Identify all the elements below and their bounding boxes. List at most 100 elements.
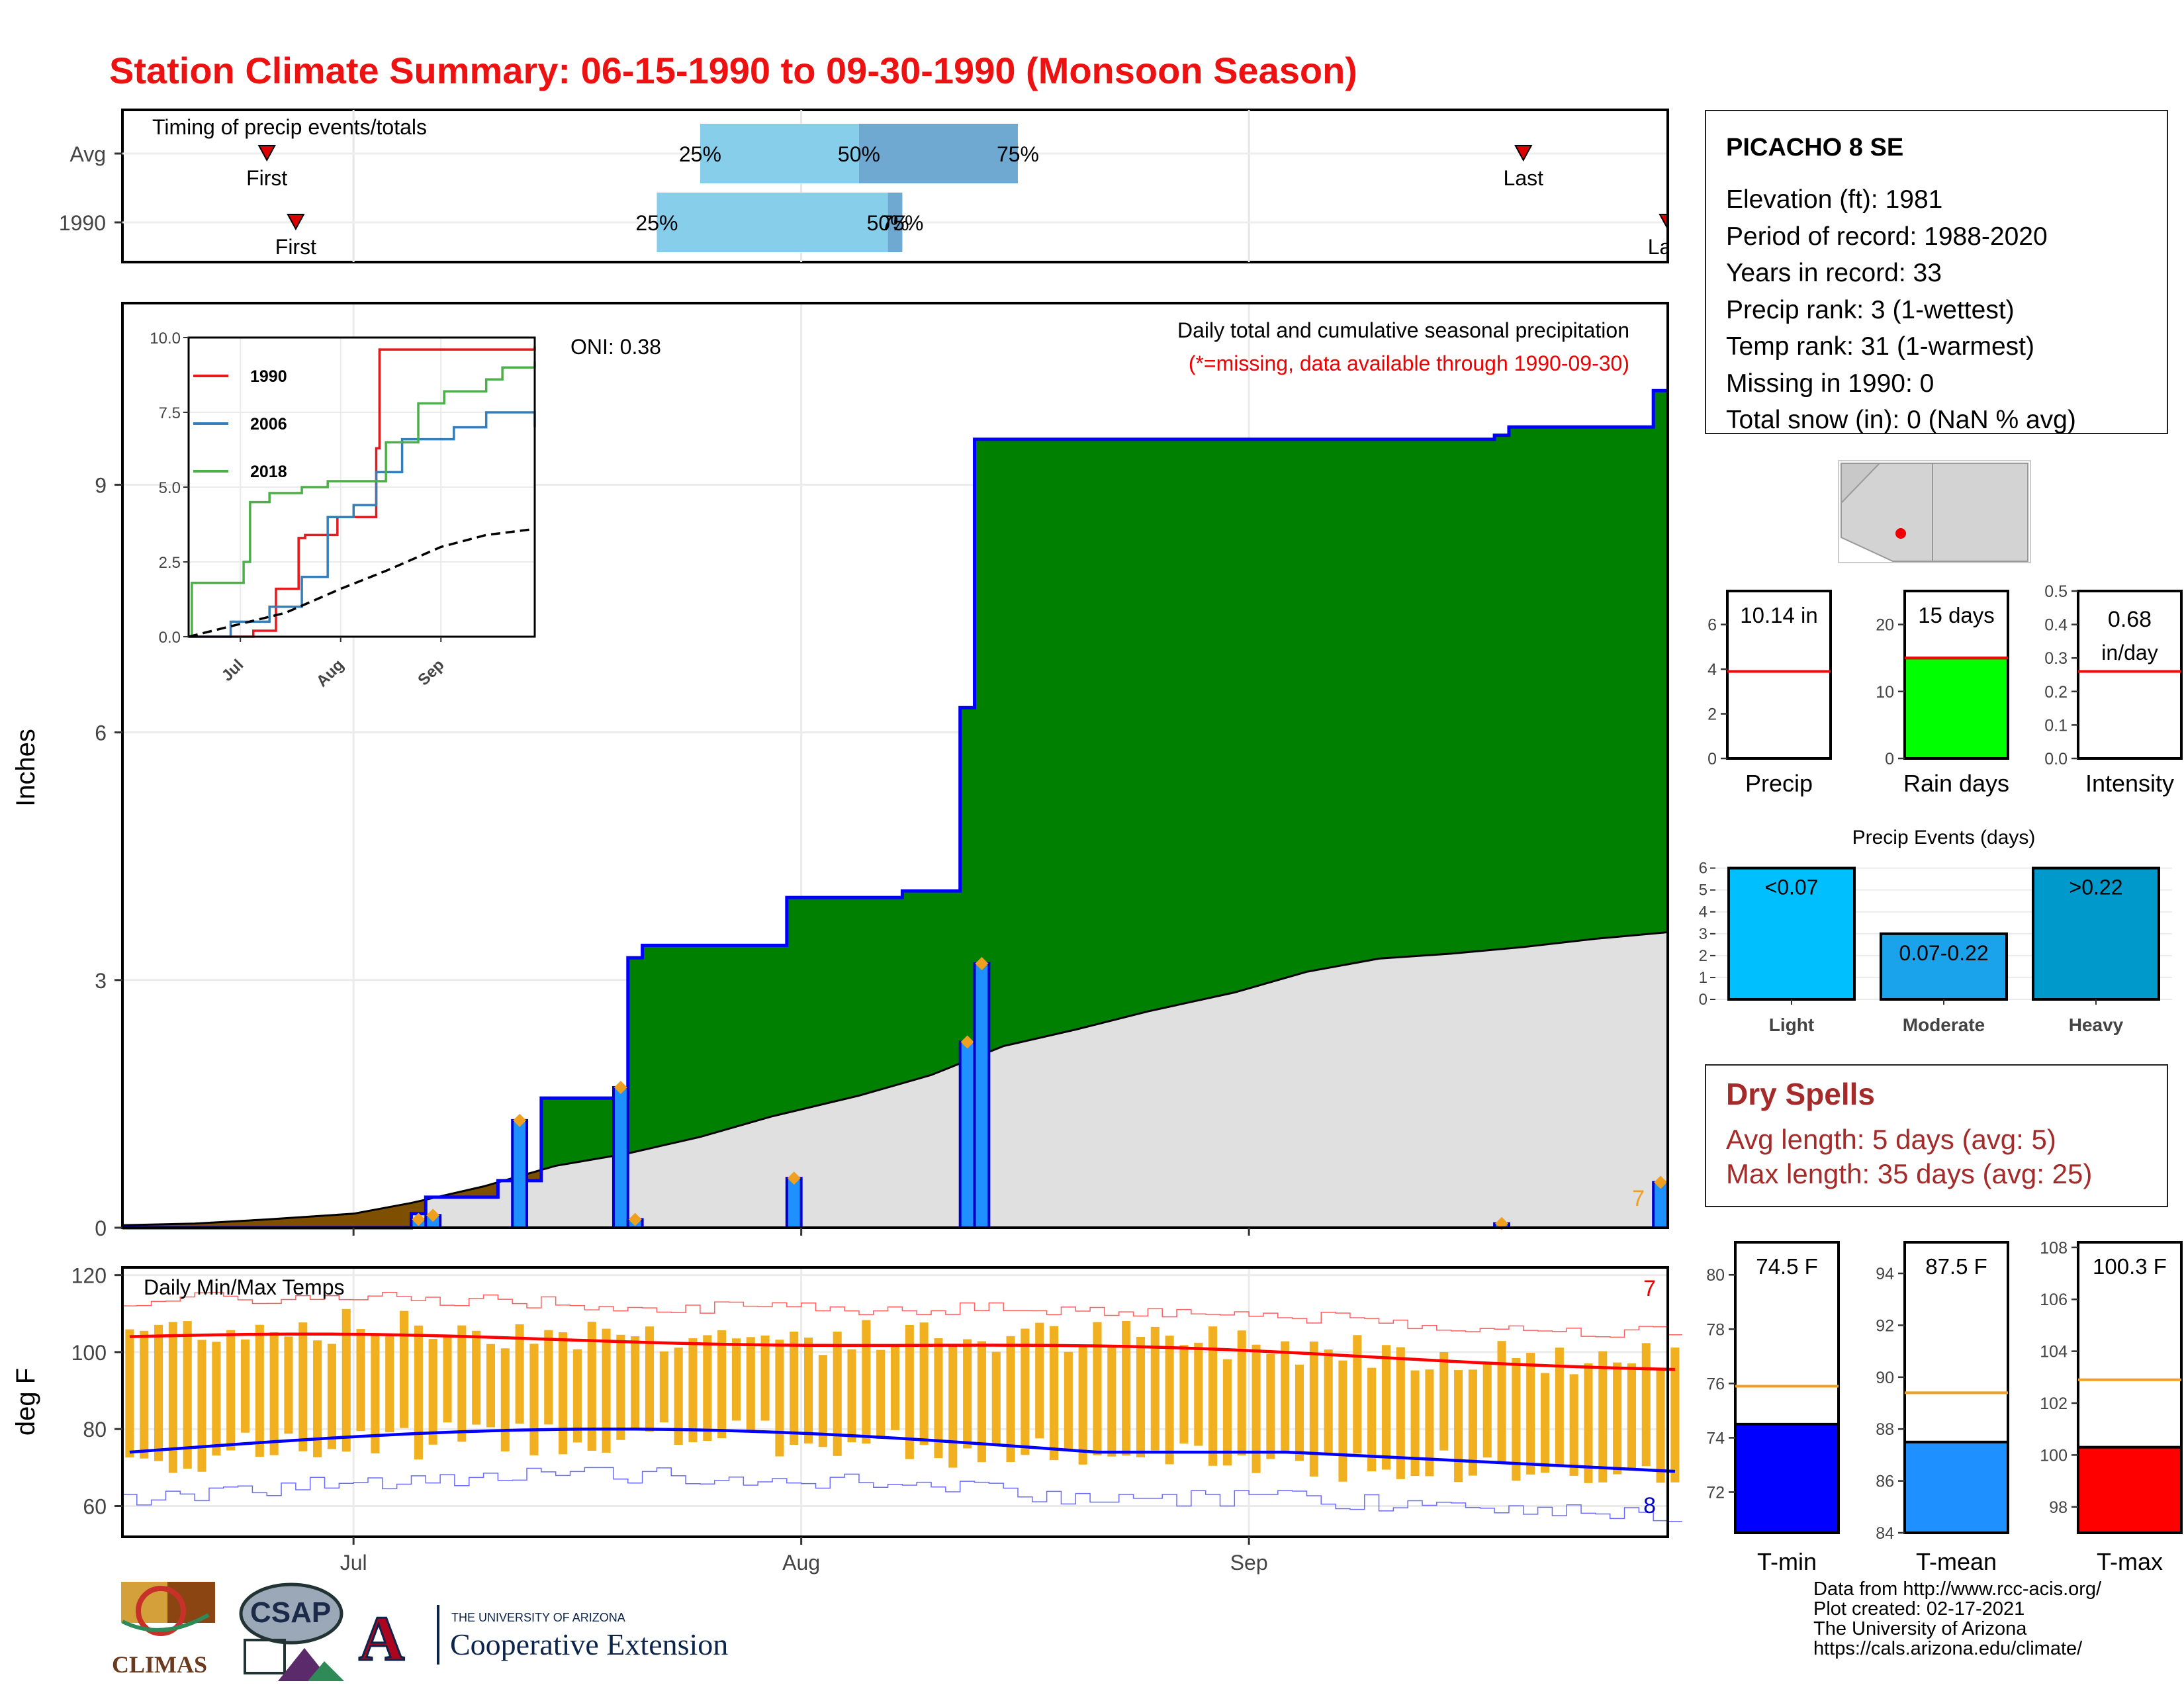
timing-row-label: 1990 [59,211,106,235]
precip-y-axis-label: Inches [11,729,40,807]
mini-panel-y-tick-label: 90 [1876,1369,1894,1387]
precip-y-tick-label: 9 [95,473,107,497]
temps-daily-bar [1353,1335,1362,1454]
climas-logo-text: CLIMAS [112,1651,208,1678]
temps-daily-bar [341,1308,351,1452]
precip-daily-bar [785,1177,803,1230]
timing-label-q25: 25% [679,142,721,166]
precip-title: Daily total and cumulative seasonal prec… [1177,318,1629,342]
mini-panel-bar [1903,1440,2009,1534]
mini-panel-bar [2077,1445,2183,1535]
temps-daily-bar [1613,1362,1622,1475]
csap-logo: CSAP [232,1582,351,1688]
temps-daily-bar [1454,1370,1463,1483]
temps-daily-bar [1641,1343,1651,1467]
temps-daily-bar [414,1325,423,1460]
temps-daily-bar [1324,1349,1333,1455]
precip-oni: ONI: 0.38 [570,335,661,359]
temps-daily-bar [399,1310,409,1428]
precip-daily-marker [513,1113,527,1127]
timing-bar-q25-q50 [700,124,859,183]
temps-daily-bar [1555,1348,1564,1466]
temps-daily-bar [804,1337,813,1443]
timing-first-label: First [275,235,316,259]
precip-daily-marker [426,1209,440,1222]
timing-last-label: Last [1504,166,1544,190]
mini-panel-y-tick-label: 0 [1885,750,1894,768]
mini-panel-y-tick-label: 80 [1706,1266,1725,1285]
inset-line-2018 [189,361,536,638]
timing-bar-q25-q50 [657,193,888,252]
station-missing: Missing in 1990: 0 [1726,369,1934,398]
events-title: Precip Events (days) [1852,827,2036,848]
temps-daily-bar [890,1345,900,1430]
mini-panel-y-tick-label: 94 [1876,1265,1894,1283]
temps-x-tick-label: Jul [340,1551,367,1575]
temps-daily-bar [977,1341,986,1463]
mini-panel-y-tick-label: 100 [2040,1446,2068,1465]
events-y-tick-label: 4 [1699,903,1707,921]
temps-daily-bar [760,1335,770,1421]
precip-y-tick-label: 3 [95,969,107,993]
mini-panel-y-tick-label: 0.5 [2044,582,2068,601]
temps-daily-bar [703,1335,712,1441]
temps-daily-bar [559,1332,568,1455]
temps-daily-bar [385,1336,394,1433]
station-snow: Total snow (in): 0 (NaN % avg) [1726,406,2076,434]
temps-daily-bar [674,1348,683,1445]
temps-daily-bar [1526,1353,1535,1475]
temps-daily-bar [731,1338,741,1421]
events-y-tick-label: 1 [1699,969,1707,987]
events-bar [1727,866,1856,1001]
temps-daily-bar [1208,1326,1218,1466]
temps-daily-bar [833,1332,842,1456]
mini-panel-value: 10.14 in [1740,603,1817,627]
temps-daily-bar [371,1336,380,1454]
temps-daily-bar [1338,1360,1347,1482]
temps-daily-bar [1021,1328,1030,1455]
temps-daily-bar [1122,1320,1131,1456]
temps-daily-bar [269,1332,279,1455]
temps-daily-bar [746,1337,755,1432]
dry-spells-box: Dry Spells Avg length: 5 days (avg: 5) M… [1705,1064,2168,1207]
precip-daily-marker [614,1080,627,1094]
events-y-tick-label: 2 [1699,947,1707,965]
precip-y-tick-label: 6 [95,721,107,745]
events-category-label: Moderate [1903,1015,1985,1035]
timing-bar-q50-q75 [858,124,1018,183]
temps-record-high-line [122,1292,1682,1338]
temps-daily-bar [688,1338,698,1443]
inset-y-tick-label: 10.0 [150,330,181,347]
precip-daily-marker [412,1212,426,1226]
temps-daily-bar [1165,1336,1174,1465]
climas-logo: CLIMAS [109,1582,215,1688]
temps-daily-bar [1006,1336,1015,1463]
mini-panel-y-tick-label: 2 [1707,706,1717,724]
events-category-label: Heavy [2069,1015,2124,1035]
temps-daily-bar [1381,1345,1391,1470]
temps-daily-bar [226,1330,236,1451]
temps-daily-bar [1439,1351,1449,1451]
mini-panel-value: 87.5 F [1925,1254,1987,1279]
logo-divider [437,1605,439,1665]
temps-daily-bar [1050,1326,1059,1461]
timing-label-q75: 75% [997,142,1039,166]
station-elevation: Elevation (ft): 1981 [1726,185,1943,214]
timing-last-marker [1514,145,1533,162]
temps-daily-bar [1396,1347,1405,1479]
temps-avg-low-line [129,1427,1676,1473]
temps-daily-bar [991,1351,1001,1444]
temps-y-tick-label: 60 [83,1494,107,1518]
temps-daily-bar [631,1336,640,1428]
temps-daily-bar [1410,1370,1420,1477]
temps-daily-bar [327,1344,336,1449]
mini-panel-bar [1903,657,2009,760]
mini-panel-name: Rain days [1903,770,2009,797]
mini-panel-value: 100.3 F [2093,1254,2167,1279]
temps-daily-bar [140,1330,149,1459]
temps-daily-bar [1222,1359,1232,1466]
mini-panel-y-tick-label: 84 [1876,1524,1894,1543]
timing-label-q75: 75% [881,211,923,235]
mini-panel-y-tick-label: 104 [2040,1343,2068,1361]
timing-bar-q50-q75 [887,193,903,252]
